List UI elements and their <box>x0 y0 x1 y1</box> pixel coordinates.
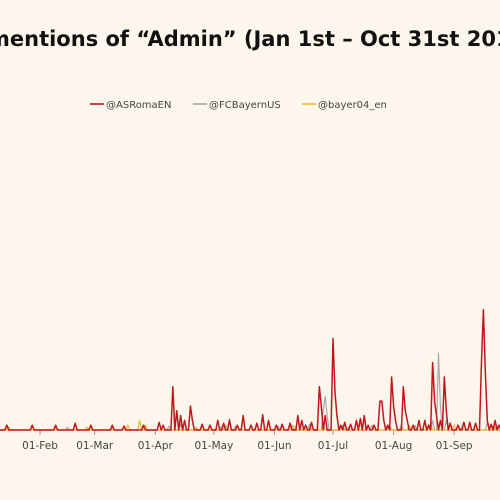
x-tick-label: 01-May <box>194 440 233 452</box>
x-tick-label: 01-Apr <box>138 440 174 452</box>
x-tick-label: 01-Jul <box>318 440 348 452</box>
chart-title: mentions of “Admin” (Jan 1st – Oct 31st … <box>0 27 500 51</box>
legend-label: @FCBayernUS <box>209 100 281 111</box>
x-tick-label: 01-Sep <box>436 440 473 452</box>
legend: @ASRomaEN @FCBayernUS @bayer04_en <box>90 100 387 111</box>
series-line <box>0 308 500 431</box>
legend-label: @bayer04_en <box>318 100 387 111</box>
x-axis: 01-Feb 01-Mar 01-Apr 01-May 01-Jun 01-Jul 01-A… <box>22 430 473 452</box>
series-line <box>0 352 500 431</box>
x-tick-label: 01-Mar <box>76 440 114 452</box>
x-tick-label: 01-Aug <box>375 440 412 452</box>
x-tick-label: 01-Feb <box>22 440 58 452</box>
legend-label: @ASRomaEN <box>106 100 171 111</box>
series-group <box>0 308 500 431</box>
x-tick-label: 01-Jun <box>257 440 291 452</box>
